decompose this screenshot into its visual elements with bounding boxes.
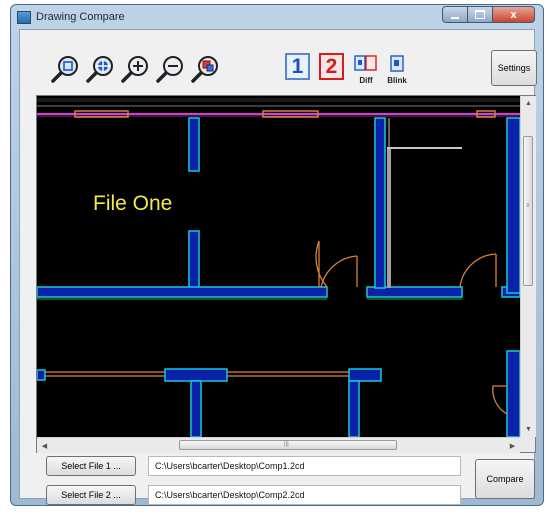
minimize-icon — [451, 16, 459, 19]
file-2-path-field[interactable]: C:\Users\bcarter\Desktop\Comp2.2cd — [148, 485, 461, 505]
scroll-left-arrow-icon[interactable]: ◀ — [41, 442, 48, 450]
select-file-2-button[interactable]: Select File 2 ... — [46, 485, 136, 505]
zoom-in-icon — [121, 56, 148, 83]
blink-button[interactable]: Blink — [384, 55, 410, 85]
pan-icon — [86, 56, 113, 83]
diff-button[interactable]: Diff — [353, 55, 379, 85]
title-bar[interactable]: Drawing Compare x — [11, 5, 543, 29]
drawing-viewer[interactable]: File One ▲ ≡ ▼ ◀ ||| ▶ — [36, 95, 536, 453]
scroll-down-arrow-icon[interactable]: ▼ — [525, 426, 532, 433]
grip-icon: ||| — [284, 441, 289, 447]
zoom-out-button[interactable] — [153, 52, 187, 86]
show-file-two-button[interactable]: 2 — [319, 53, 344, 80]
pan-button[interactable] — [83, 52, 117, 86]
blink-icon — [390, 55, 404, 72]
client-area: 1 2 Diff Blink Settings — [19, 29, 537, 505]
diff-icon — [354, 55, 377, 71]
scroll-right-arrow-icon[interactable]: ▶ — [509, 442, 516, 450]
vertical-scroll-thumb[interactable]: ≡ — [523, 136, 533, 286]
settings-button[interactable]: Settings — [491, 50, 537, 86]
file-caption: File One — [93, 192, 173, 215]
file-1-path-field[interactable]: C:\Users\bcarter\Desktop\Comp1.2cd — [148, 456, 461, 476]
window-controls: x — [442, 6, 535, 23]
compare-button[interactable]: Compare — [475, 459, 535, 499]
maximize-button[interactable] — [468, 6, 493, 23]
horizontal-scroll-thumb[interactable]: ||| — [179, 440, 397, 450]
file-two-label: 2 — [325, 54, 338, 78]
horizontal-scrollbar[interactable]: ◀ ||| ▶ — [37, 437, 520, 453]
floor-plan-drawing — [37, 96, 520, 437]
minimize-button[interactable] — [442, 6, 468, 23]
select-file-1-button[interactable]: Select File 1 ... — [46, 456, 136, 476]
zoom-out-icon — [156, 56, 183, 83]
scroll-corner — [520, 437, 535, 452]
zoom-previous-icon — [191, 56, 218, 83]
zoom-in-button[interactable] — [118, 52, 152, 86]
app-icon — [17, 11, 31, 24]
maximize-icon — [475, 10, 485, 19]
close-button[interactable]: x — [493, 6, 535, 23]
scroll-up-arrow-icon[interactable]: ▲ — [525, 100, 532, 107]
blink-label: Blink — [387, 76, 407, 85]
file-two-icon — [319, 53, 344, 80]
grip-icon: ≡ — [526, 203, 530, 209]
zoom-previous-button[interactable] — [188, 52, 222, 86]
drawing-canvas[interactable]: File One — [37, 96, 520, 437]
diff-label: Diff — [359, 76, 373, 85]
vertical-scrollbar[interactable]: ▲ ≡ ▼ — [520, 96, 536, 437]
close-icon: x — [510, 8, 517, 21]
show-file-one-button[interactable]: 1 — [285, 53, 310, 80]
zoom-window-button[interactable] — [48, 52, 82, 86]
window-title: Drawing Compare — [36, 11, 125, 23]
zoom-window-icon — [51, 56, 78, 83]
drawing-compare-window: Drawing Compare x — [10, 4, 544, 506]
